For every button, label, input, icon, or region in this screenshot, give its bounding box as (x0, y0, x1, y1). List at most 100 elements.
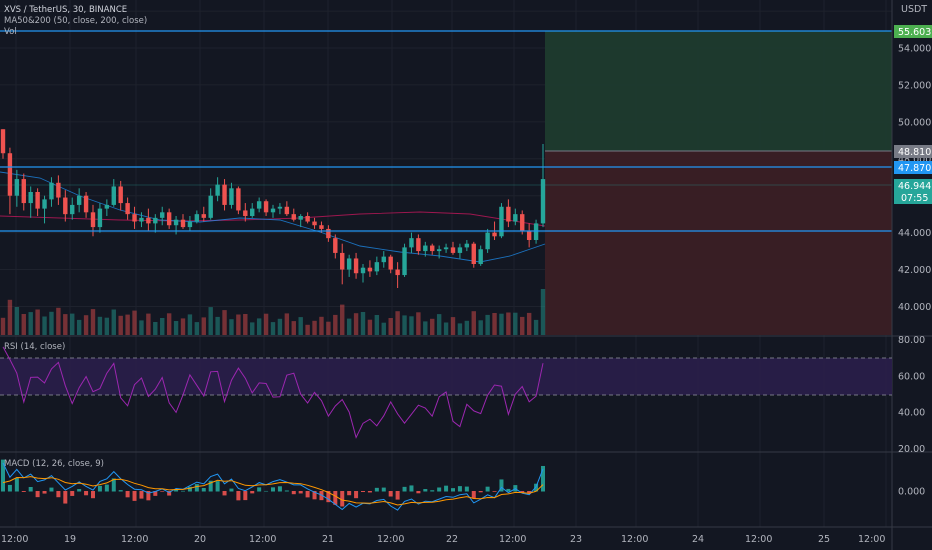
time-tick-label: 22 (446, 534, 458, 545)
candle-body (208, 195, 213, 218)
volume-bar (423, 321, 428, 335)
candle-body (35, 192, 40, 209)
macd-histogram-bar (492, 491, 497, 492)
candle-body (360, 267, 366, 274)
volume-bar (533, 319, 539, 335)
macd-histogram-bar (541, 465, 545, 492)
candle-body (56, 182, 61, 198)
macd-signal-line (2, 476, 544, 506)
time-tick-label: 24 (692, 534, 704, 545)
candle-body (49, 182, 54, 200)
candle-body (416, 238, 421, 252)
macd-histogram-bar (277, 486, 282, 492)
candle-body (513, 214, 518, 222)
volume-bar (540, 289, 546, 335)
volume-bar (291, 321, 296, 335)
volume-bar (526, 312, 532, 335)
macd-histogram-bar (125, 491, 130, 498)
macd-histogram-bar (174, 489, 179, 492)
time-tick-label: 12:00 (499, 534, 526, 545)
rsi-axis[interactable]: 80.00 60.00 40.00 20.00 (898, 335, 925, 455)
candle-body (485, 232, 490, 250)
rsi-tick-label: 80.00 (898, 335, 925, 346)
candle-body (409, 238, 414, 248)
volume-indicator-label[interactable]: Vol (4, 27, 17, 37)
macd-histogram-bar (291, 491, 296, 495)
volume-bar (416, 312, 421, 335)
last-price-tag: 46.944 07:55 (894, 179, 932, 204)
macd-histogram-bar (111, 478, 116, 492)
ma-indicator-label[interactable]: MA50&200 (50, close, 200, close) (4, 16, 147, 26)
macd-indicator-label[interactable]: MACD (12, 26, close, 9) (4, 459, 104, 469)
rsi-indicator-label[interactable]: RSI (14, close) (4, 342, 65, 352)
volume-bar (457, 323, 463, 335)
time-tick-label: 12:00 (858, 534, 885, 545)
macd-histogram-bar (374, 487, 379, 492)
volume-bar (464, 320, 470, 335)
macd-histogram-bar (201, 487, 206, 492)
candle-body (139, 217, 144, 222)
rsi-line (2, 346, 544, 439)
volume-bar (187, 314, 193, 335)
stop-zone (545, 151, 892, 335)
candle-body (464, 243, 470, 248)
target-price-tag: 55.603 (894, 25, 932, 38)
macd-histogram-bar (520, 491, 525, 493)
price-tick-label: 48.000 (898, 154, 931, 165)
candle-body (146, 217, 151, 224)
candle-body (243, 210, 248, 216)
candle-body (90, 212, 96, 228)
macd-histogram-bar (485, 486, 490, 492)
macd-axis[interactable]: 0.000 (898, 487, 925, 498)
volume-bar (166, 313, 172, 335)
volume-bar (83, 315, 89, 335)
time-tick-label: 20 (194, 534, 206, 545)
volume-bar (333, 314, 338, 335)
macd-histogram-bar (354, 491, 359, 499)
volume-bar (104, 317, 110, 335)
svg-text:55.603: 55.603 (898, 27, 931, 38)
currency-label: USDT (901, 4, 927, 15)
macd-histogram-bar (56, 491, 61, 498)
volume-bar (42, 316, 47, 335)
candle-body (381, 256, 386, 263)
volume-bar (277, 318, 283, 335)
volume-bar (513, 312, 518, 335)
candle-body (222, 184, 227, 205)
candle-body (471, 243, 476, 264)
macd-histogram-bar (361, 491, 365, 493)
candle-body (7, 153, 13, 196)
volume-bar (298, 317, 303, 335)
candle-body (388, 256, 393, 270)
candle-body (478, 249, 483, 264)
candle-body (353, 258, 359, 274)
macd-tick-label: 0.000 (898, 487, 925, 498)
candle-body (520, 214, 525, 231)
macd-histogram-bar (84, 491, 89, 496)
candle-body (21, 179, 26, 204)
svg-text:47.870: 47.870 (898, 163, 931, 174)
macd-histogram-bar (388, 491, 393, 497)
volume-bar (346, 318, 352, 335)
candle-body (374, 262, 380, 272)
volume-bar (153, 322, 158, 335)
macd-histogram-bar (527, 491, 532, 494)
volume-bar (180, 318, 186, 335)
volume-bar (76, 319, 82, 335)
macd-histogram-bar (49, 487, 54, 492)
volume-bar (450, 317, 456, 335)
volume-bar (56, 307, 61, 335)
candle-body (326, 228, 331, 239)
time-axis[interactable]: 12:00 19 12:00 20 12:00 21 12:00 22 12:00 23 12:00… (1, 534, 885, 545)
macd-histogram-bar (423, 489, 428, 492)
macd-histogram-bar (104, 484, 109, 492)
volume-bar (402, 315, 407, 335)
svg-text:48.810: 48.810 (898, 147, 931, 158)
volume-bar (506, 312, 511, 335)
macd-histogram-bar (70, 491, 75, 496)
candle-body (284, 206, 290, 215)
candle-body (256, 201, 262, 209)
macd-histogram-bar (91, 491, 95, 499)
macd-histogram-bar (464, 486, 469, 492)
